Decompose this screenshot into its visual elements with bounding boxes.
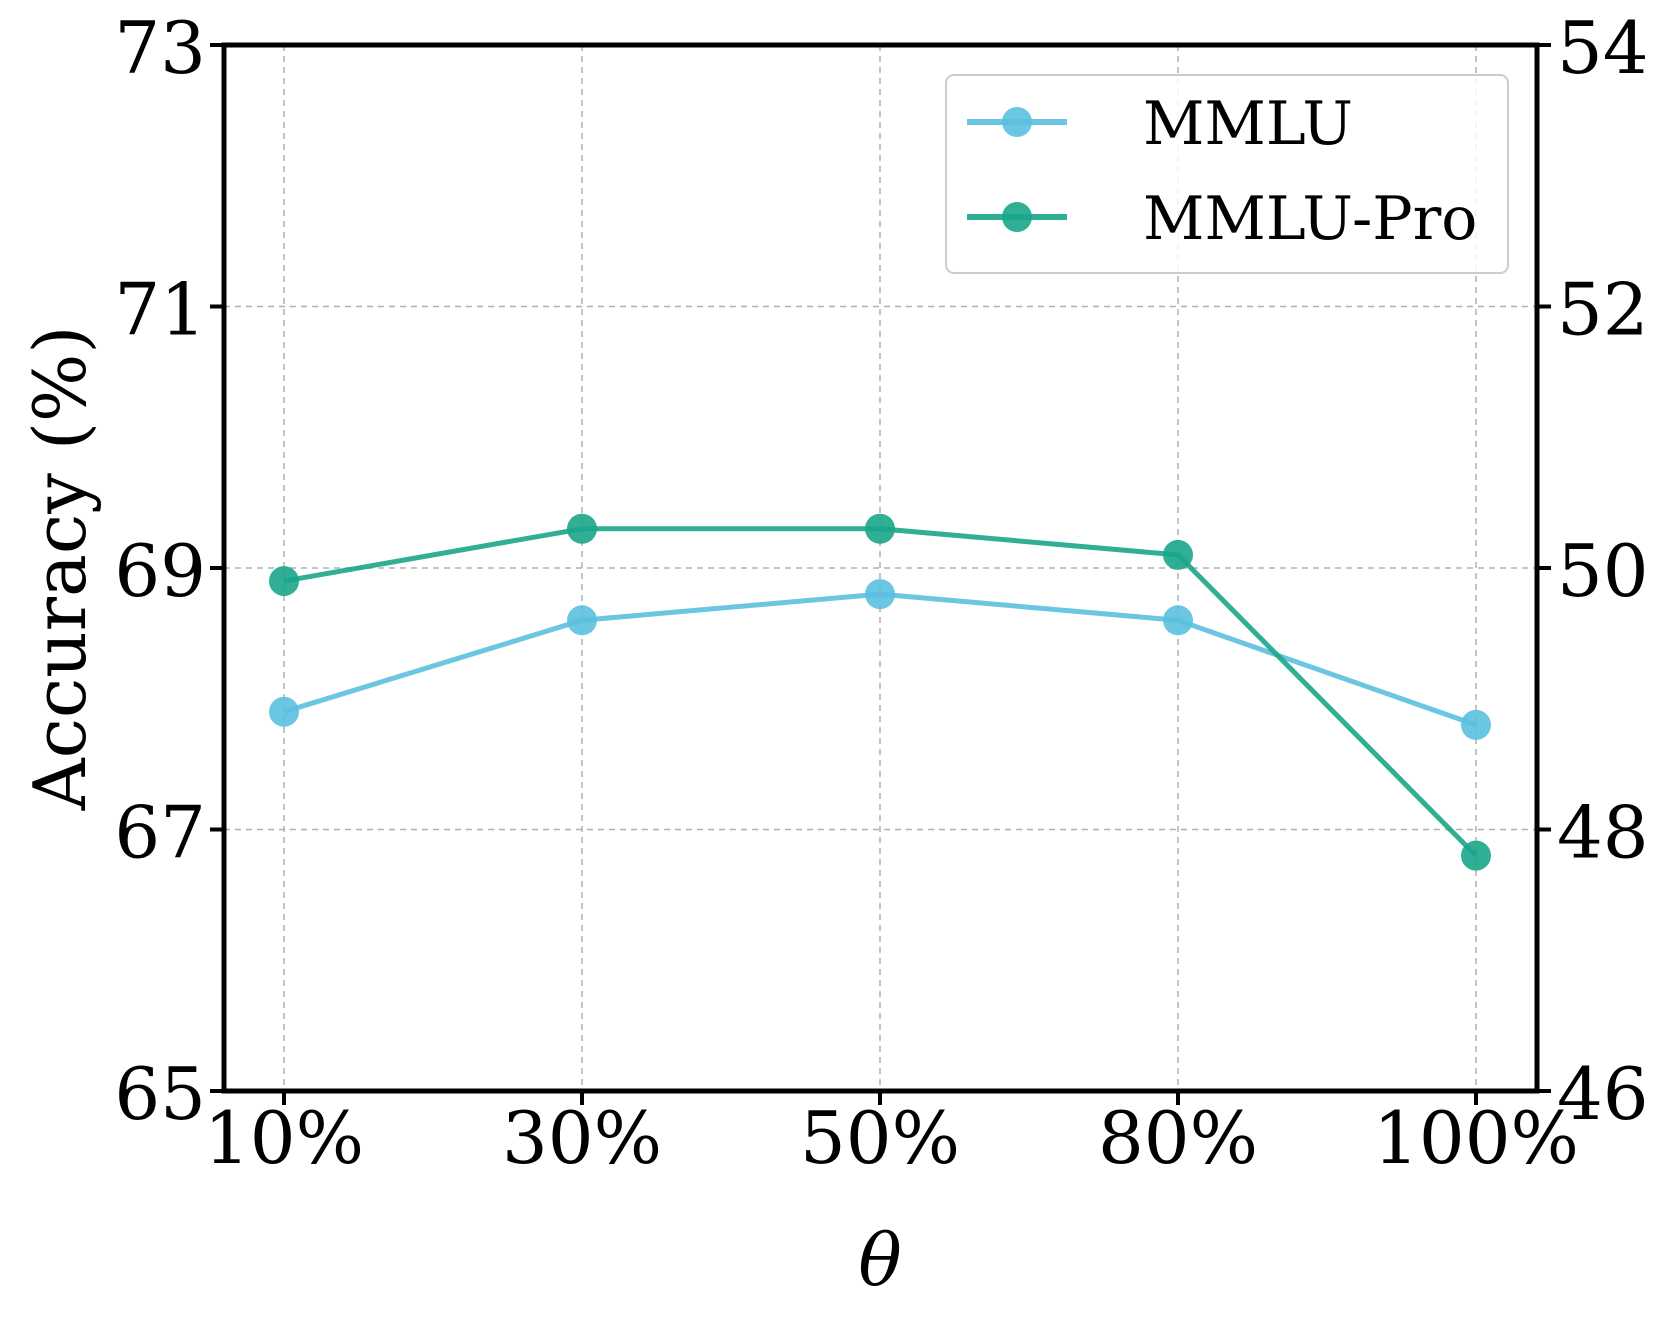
x-tick-label: 10% [204, 1096, 364, 1180]
legend-frame [945, 74, 1509, 274]
right-tick-label: 48 [1557, 791, 1649, 875]
right-tick-label: 54 [1557, 6, 1649, 90]
right-axis-ticks: 46 48 50 52 54 [1537, 6, 1649, 1136]
data-point [1461, 840, 1491, 871]
left-tick-label: 71 [114, 268, 206, 352]
x-axis-label: θ [858, 1218, 901, 1302]
data-point [1163, 605, 1193, 636]
legend-label: MMLU-Pro [1143, 184, 1477, 254]
series-layer [269, 513, 1491, 871]
data-point [865, 579, 895, 610]
data-point [269, 566, 299, 597]
right-tick-label: 46 [1557, 1052, 1649, 1136]
x-tick-label: 30% [502, 1096, 662, 1180]
legend-label: MMLU [1143, 89, 1353, 159]
data-point [1163, 539, 1193, 570]
left-tick-label: 69 [114, 529, 206, 613]
x-tick-label: 100% [1373, 1096, 1579, 1180]
left-tick-label: 73 [114, 6, 206, 90]
left-tick-label: 65 [114, 1052, 206, 1136]
series-mmlu [269, 579, 1491, 740]
left-axis-ticks: 65 67 69 71 73 [114, 6, 224, 1136]
right-tick-label: 52 [1557, 268, 1649, 352]
legend: MMLU MMLU-Pro [945, 74, 1509, 274]
data-point [865, 513, 895, 544]
series-mmlu-pro [269, 513, 1491, 871]
data-point [567, 513, 597, 544]
legend-marker-swatch [1002, 107, 1032, 137]
legend-marker-swatch [1002, 202, 1032, 232]
x-tick-label: 80% [1098, 1096, 1258, 1180]
right-tick-label: 50 [1557, 529, 1649, 613]
x-tick-label: 50% [800, 1096, 960, 1180]
data-point [567, 605, 597, 636]
data-point [1461, 709, 1491, 740]
y-axis-label: Accuracy (%) [18, 326, 102, 812]
x-axis-ticks: 10% 30% 50% 80% 100% [204, 1091, 1579, 1180]
left-tick-label: 67 [114, 791, 206, 875]
data-point [269, 696, 299, 727]
